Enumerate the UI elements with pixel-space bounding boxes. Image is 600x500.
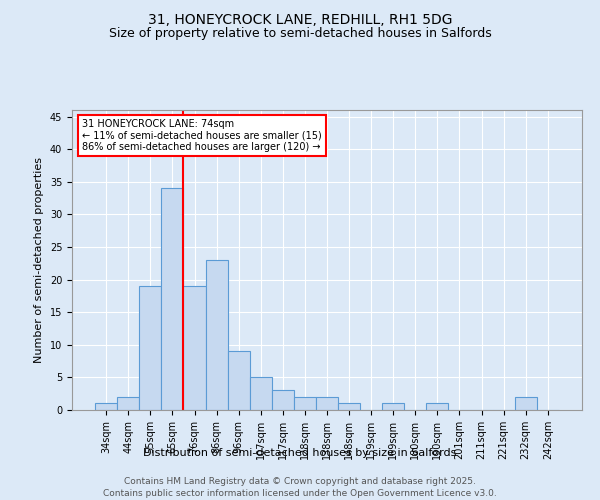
Bar [206,260,227,410]
Text: Distribution of semi-detached houses by size in Salfords: Distribution of semi-detached houses by … [143,448,457,458]
Text: 31 HONEYCROCK LANE: 74sqm
← 11% of semi-detached houses are smaller (15)
86% of : 31 HONEYCROCK LANE: 74sqm ← 11% of semi-… [82,119,322,152]
Bar [316,397,338,410]
Bar [227,352,250,410]
Y-axis label: Number of semi-detached properties: Number of semi-detached properties [34,157,44,363]
Bar [161,188,184,410]
Bar [294,397,316,410]
Bar [117,397,139,410]
Bar [184,286,206,410]
Bar [338,404,360,410]
Bar [382,404,404,410]
Bar [515,397,537,410]
Bar [139,286,161,410]
Bar [250,378,272,410]
Text: Size of property relative to semi-detached houses in Salfords: Size of property relative to semi-detach… [109,28,491,40]
Text: Contains HM Land Registry data © Crown copyright and database right 2025.
Contai: Contains HM Land Registry data © Crown c… [103,476,497,498]
Bar [272,390,294,410]
Bar [427,404,448,410]
Bar [95,404,117,410]
Text: 31, HONEYCROCK LANE, REDHILL, RH1 5DG: 31, HONEYCROCK LANE, REDHILL, RH1 5DG [148,12,452,26]
